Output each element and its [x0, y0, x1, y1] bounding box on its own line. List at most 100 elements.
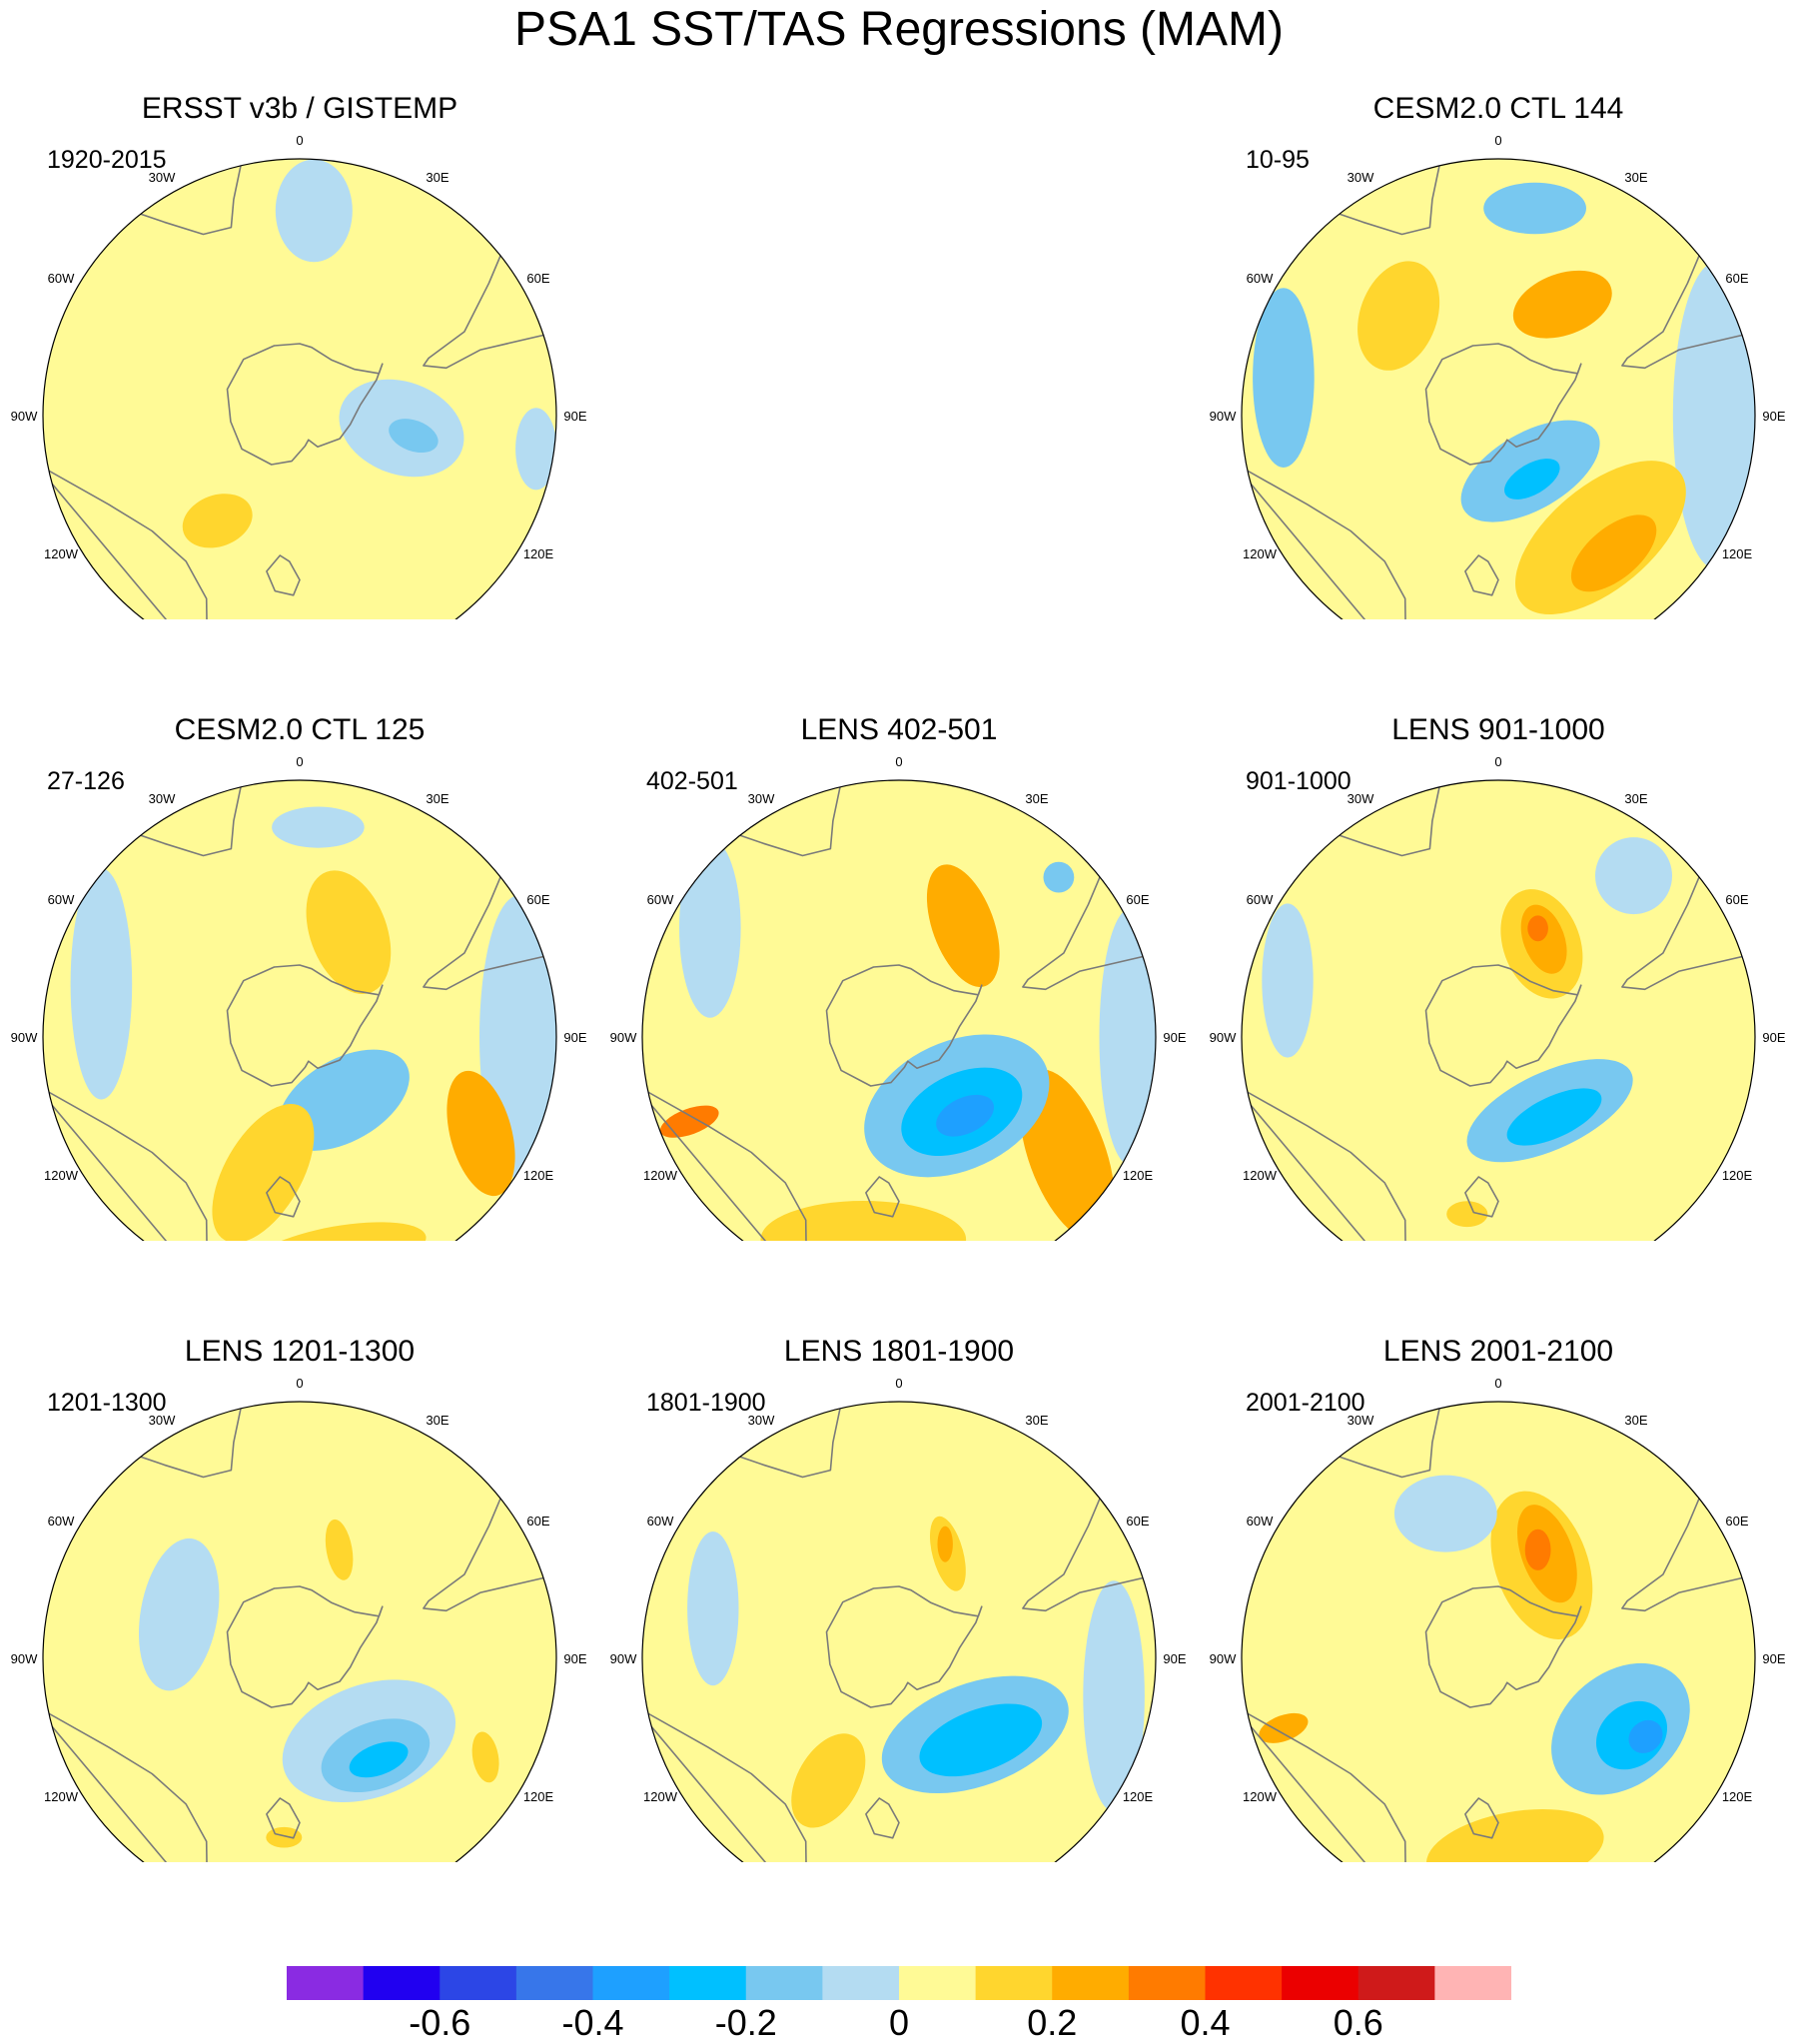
longitude-label: 60W [1247, 892, 1274, 907]
panel-p5: LENS 901-1000901-1000030E60E90E120E150E1… [1199, 621, 1798, 1241]
anomaly-contour [1527, 915, 1548, 942]
colorbar-swatch [745, 1966, 823, 2000]
panel-p7: LENS 1801-19001801-1900030E60E90E120E150… [599, 1243, 1199, 1862]
antarctica-coastline [1424, 964, 1582, 1087]
coastline [1242, 1704, 1407, 1862]
figure-title: PSA1 SST/TAS Regressions (MAM) [514, 3, 1284, 56]
map-boundary [42, 158, 557, 619]
longitude-label: 60W [1247, 1514, 1274, 1529]
polar-map: 030E60E90E120E150E180150W120W90W60W30W [11, 1376, 587, 1862]
longitude-label: 30W [1348, 791, 1374, 806]
longitude-label: 60E [1725, 892, 1748, 907]
anomaly-contour [306, 870, 392, 995]
anomaly-contour [182, 494, 253, 548]
panel-period: 27-126 [47, 767, 125, 795]
anomaly-contour [679, 837, 741, 1018]
longitude-label: 0 [296, 1376, 303, 1391]
longitude-label: 0 [1494, 754, 1501, 769]
anomaly-contour [937, 1526, 953, 1562]
coastline [266, 1176, 301, 1218]
colorbar-swatch [822, 1966, 900, 2000]
longitude-label: 90W [1210, 1651, 1237, 1666]
colorbar-tick-label: 0 [888, 2002, 910, 2043]
longitude-label: 30E [426, 1413, 449, 1428]
anomaly-contour [389, 419, 439, 454]
panel-p1: ERSST v3b / GISTEMP 1920-2015 0 30E 60E 90E 12… [0, 0, 599, 619]
longitude-label: 90E [563, 1030, 586, 1045]
coastline [1242, 462, 1407, 619]
coastline [865, 1797, 900, 1839]
longitude-label: 120E [1722, 546, 1753, 561]
longitude-label: 30E [1025, 791, 1048, 806]
anomaly-contour [1099, 908, 1156, 1166]
panel-period: 402-501 [646, 767, 738, 795]
polar-map: 030E60E90E120E150E180150W120W90W60W30W [610, 1376, 1187, 1862]
colorbar-swatch [592, 1966, 670, 2000]
anomaly-contour [1483, 182, 1586, 235]
anomaly-contour [212, 1104, 315, 1241]
colorbar-tick-label: -0.4 [561, 2002, 624, 2043]
anomaly-contour [936, 1094, 995, 1137]
longitude-label: 90E [563, 409, 586, 424]
anomaly-contour [1512, 270, 1612, 339]
longitude-label: 30E [426, 791, 449, 806]
anomaly-contour [1506, 1088, 1602, 1146]
panel-p2: CESM2.0 CTL 14410-95030E60E90E120E150E18… [1199, 0, 1798, 619]
anomaly-contour [1043, 861, 1075, 893]
polar-map: 030E60E90E120E150E180150W120W90W60W30W [11, 133, 587, 619]
antarctica-coastline [226, 964, 384, 1087]
anomaly-contour [1570, 514, 1657, 592]
longitude-label: 120E [523, 1168, 554, 1183]
longitude-label: 0 [1494, 133, 1501, 148]
colorbar-swatch [440, 1966, 517, 2000]
panel-p3: CESM2.0 CTL 12527-126030E60E90E120E150E1… [0, 621, 599, 1241]
antarctica-coastline [226, 1585, 384, 1708]
anomaly-contour [349, 1741, 409, 1778]
panel-p4: LENS 402-501402-501030E60E90E120E150E180… [599, 621, 1199, 1241]
longitude-label: 60E [1126, 1514, 1149, 1529]
colorbar-tick-label: 0.6 [1333, 2002, 1383, 2043]
anomaly-contour [471, 1731, 499, 1783]
anomaly-contour [1262, 903, 1314, 1058]
longitude-label: 90E [563, 1651, 586, 1666]
longitude-label: 30W [149, 170, 176, 185]
colorbar [287, 1966, 1511, 2000]
antarctica-coastline [1424, 1585, 1582, 1708]
anomaly-contour [275, 159, 353, 263]
longitude-label: 90W [11, 1651, 38, 1666]
anomaly-contour [1393, 1475, 1497, 1552]
panel-title: LENS 1801-1900 [783, 1335, 1015, 1368]
anomaly-contour [660, 1105, 719, 1138]
longitude-label: 30W [748, 1413, 775, 1428]
anomaly-contour [1019, 1069, 1115, 1241]
coastline [642, 1704, 808, 1862]
panel-period: 1201-1300 [47, 1389, 167, 1417]
anomaly-contour [1426, 1808, 1604, 1862]
colorbar-swatch [1282, 1966, 1359, 2000]
longitude-label: 120W [44, 546, 79, 561]
antarctica-coastline [825, 1585, 983, 1708]
anomaly-contour [791, 1733, 866, 1828]
longitude-label: 0 [895, 1376, 902, 1391]
panel-title: LENS 2001-2100 [1382, 1335, 1614, 1368]
panel-p6: LENS 1201-13001201-1300030E60E90E120E150… [0, 1243, 599, 1862]
map-boundary [641, 1401, 1157, 1862]
colorbar-swatch [669, 1966, 747, 2000]
colorbar-swatch [1052, 1966, 1130, 2000]
antarctica-coastline [226, 343, 384, 466]
coastline [642, 1083, 808, 1241]
longitude-label: 120E [1123, 1168, 1154, 1183]
panel-period: 901-1000 [1246, 767, 1351, 795]
longitude-label: 30W [1348, 1413, 1374, 1428]
panel-period: 10-95 [1246, 146, 1310, 174]
longitude-label: 90W [610, 1030, 637, 1045]
longitude-label: 30E [1025, 1413, 1048, 1428]
longitude-label: 120W [1243, 546, 1278, 561]
panel-title: LENS 901-1000 [1391, 713, 1605, 746]
field-background [1242, 780, 1755, 1241]
panel-period: 1801-1900 [646, 1389, 766, 1417]
longitude-label: 30W [149, 1413, 176, 1428]
anomaly-contour [249, 1222, 427, 1241]
anomaly-contour [1595, 837, 1672, 915]
longitude-label: 90W [1210, 409, 1237, 424]
